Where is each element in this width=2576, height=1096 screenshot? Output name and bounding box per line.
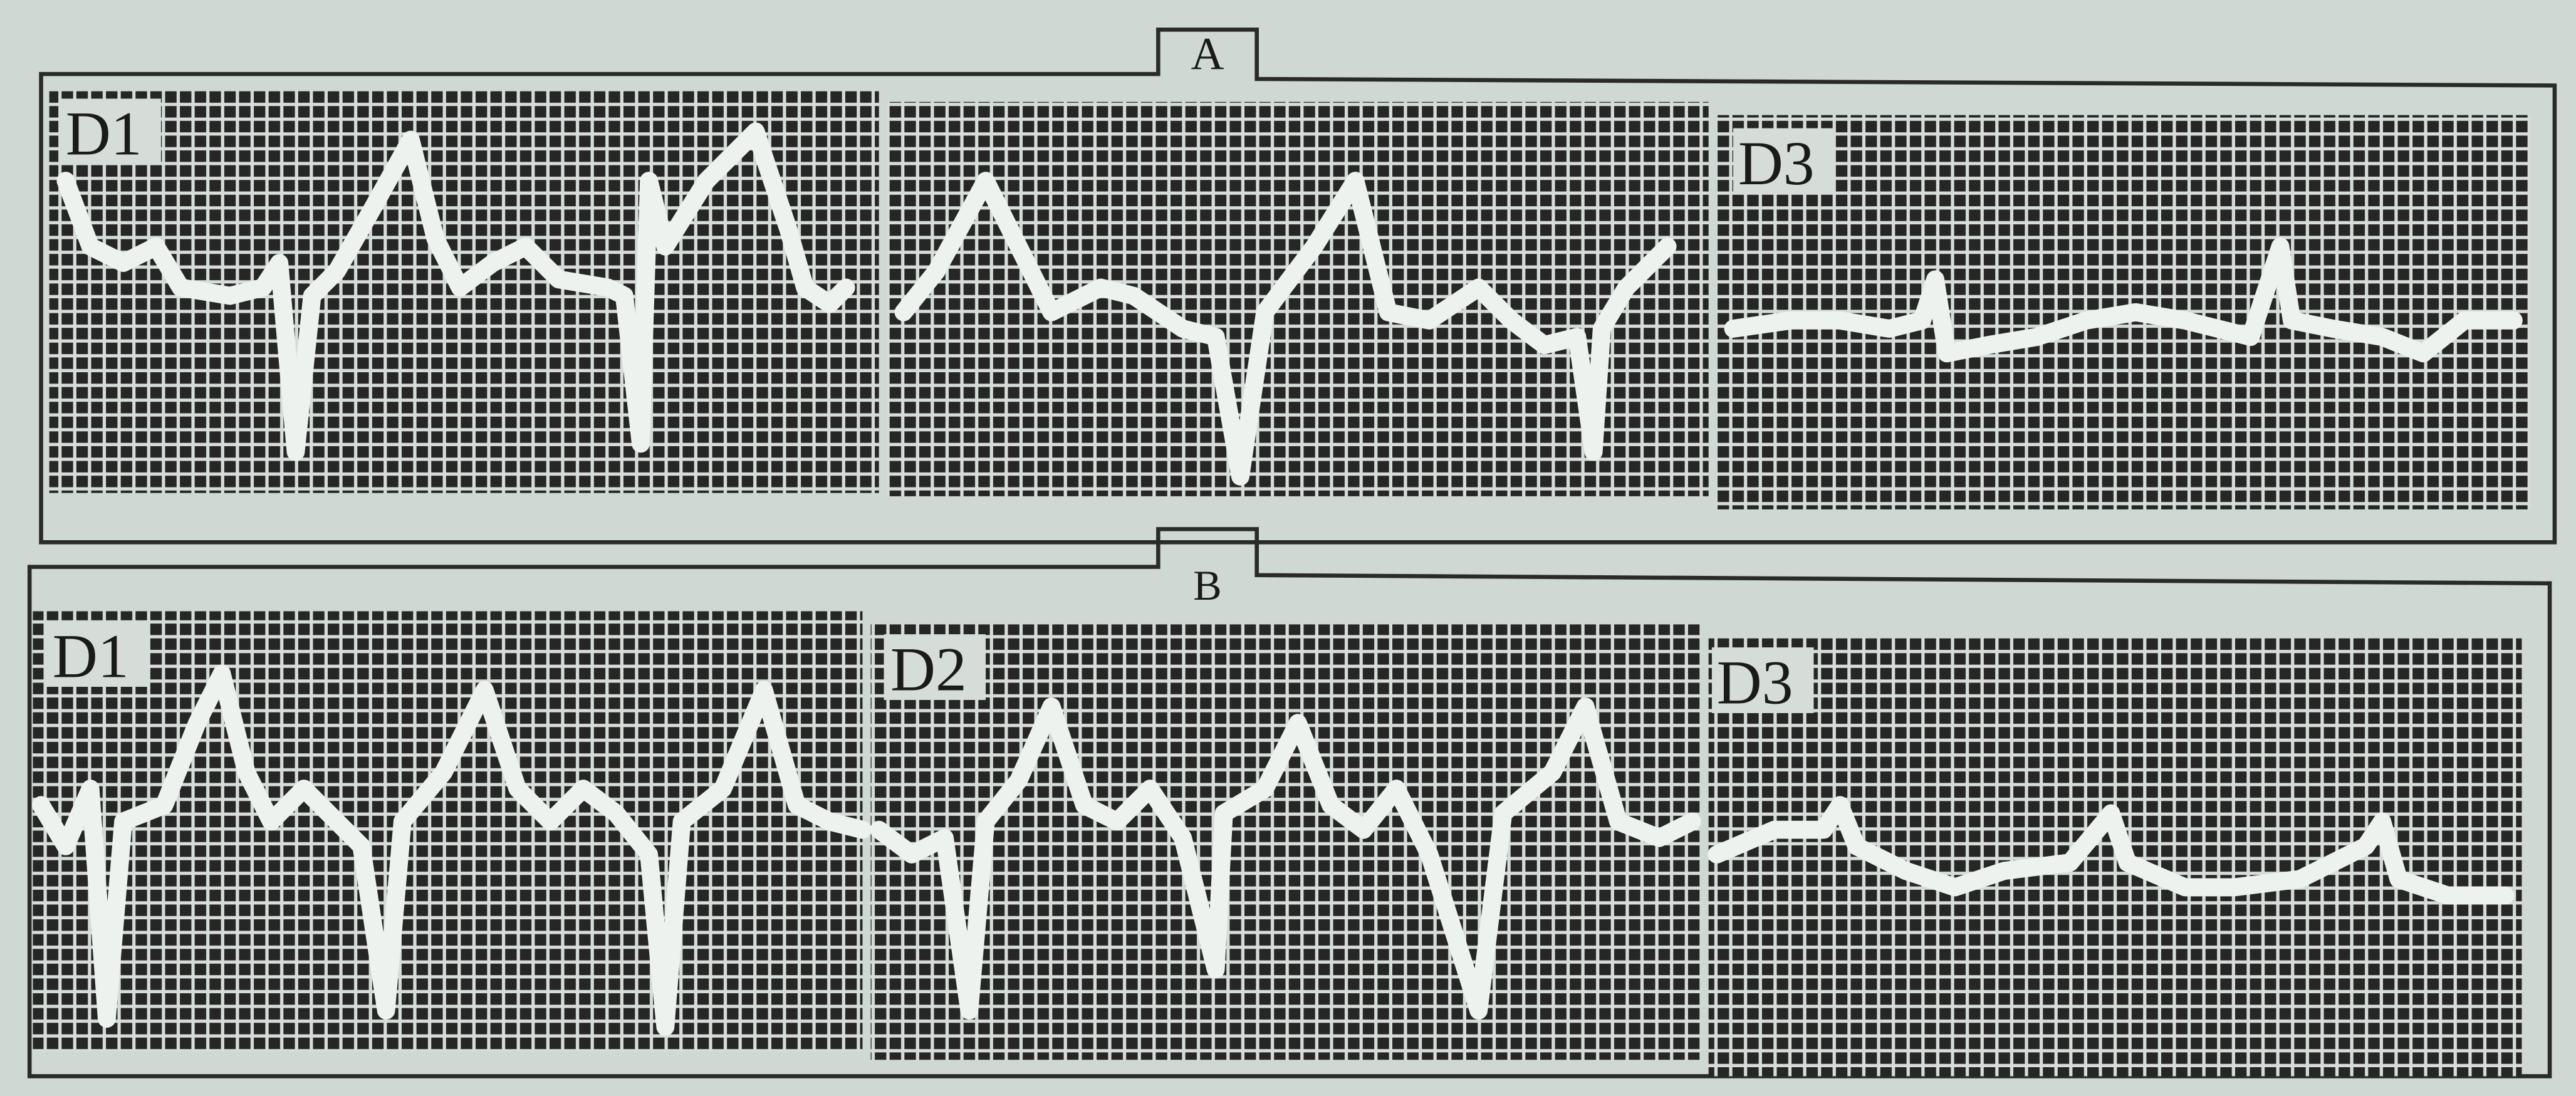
page: html, body { margin: 0; padding: 0; back… <box>0 0 2576 1096</box>
lead-label: D1 <box>53 621 129 691</box>
body: {"panels": [ {"label": "A", "lead_labels… <box>0 0 2576 1096</box>
lead-label: D2 <box>890 634 967 704</box>
lead-label: D3 <box>1717 647 1793 717</box>
lead-label: D1 <box>66 99 142 169</box>
panel-label: A <box>1191 28 1224 79</box>
ecg-grid <box>33 611 862 1052</box>
ecg-grid <box>871 624 1701 1060</box>
lead-label: D3 <box>1738 128 1815 198</box>
figure: A B D1 D3 D1 D2 D3 <box>0 0 2576 1096</box>
panel-label: B <box>1193 561 1221 609</box>
